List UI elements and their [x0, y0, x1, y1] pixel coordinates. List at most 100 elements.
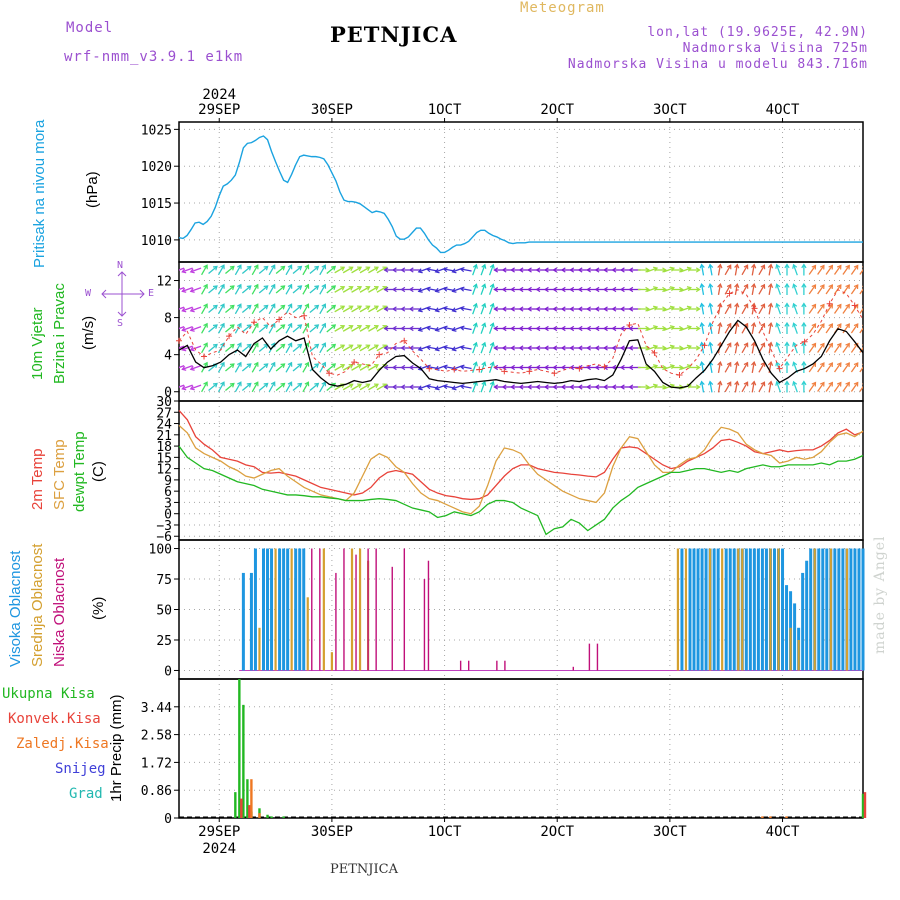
wind-barb-head — [619, 286, 625, 293]
wind-barb — [646, 287, 658, 292]
wind-barb — [859, 288, 863, 295]
wind-barb-head — [304, 264, 310, 270]
cloud-high-bar — [692, 548, 696, 671]
wind-barb-head — [481, 283, 487, 289]
wind-barb-head — [695, 306, 701, 312]
wind-barb — [182, 384, 193, 390]
cloud-high-bar — [253, 548, 257, 671]
wind-barb — [326, 363, 336, 372]
wind-barb — [472, 284, 478, 295]
wind-barb-head — [391, 267, 397, 273]
gust-marker — [301, 312, 308, 319]
wind-barb — [342, 286, 353, 293]
gust-marker — [251, 319, 258, 326]
wind-barb — [351, 364, 362, 371]
wind-barb — [488, 381, 494, 393]
wind-barb — [285, 323, 293, 334]
wind-barb-head — [246, 343, 252, 349]
wind-barb-head — [287, 264, 293, 270]
wind-barb — [241, 304, 252, 314]
wind-barb — [833, 265, 842, 275]
cloud-low-bar — [319, 548, 321, 671]
wind-barb-head — [577, 306, 583, 312]
cloud-mid-bar — [350, 548, 354, 671]
wind-barb-head — [212, 285, 218, 290]
wind-barb-head — [695, 325, 701, 332]
wind-barb — [859, 307, 863, 314]
wind-barb — [768, 283, 772, 296]
wind-barb-head — [400, 306, 406, 312]
wind-barb — [182, 287, 193, 292]
wind-barb-head — [400, 286, 406, 293]
precip-total-bar — [242, 704, 245, 818]
wind-barb — [850, 382, 859, 392]
gust-marker — [651, 349, 658, 356]
wind-barb — [808, 304, 817, 314]
wind-barb-head — [391, 364, 397, 371]
wind-barb-head — [586, 364, 591, 371]
wind-barb-head — [784, 282, 790, 288]
xtick-label-bottom: 1OCT — [428, 824, 462, 840]
wind-barb — [241, 324, 252, 333]
precip-total-bar — [282, 816, 285, 818]
cloud-high-bar — [817, 548, 821, 671]
wind-barb-head — [489, 361, 495, 367]
wind-barb-head — [297, 382, 303, 388]
wind-barb-head — [263, 363, 269, 368]
cloud-high-bar — [716, 548, 720, 671]
wind-barb — [368, 305, 379, 313]
wind-barb — [859, 366, 863, 373]
wind-barb — [302, 362, 309, 373]
wind-barb-head — [510, 345, 515, 351]
wind-barb-head — [577, 267, 583, 273]
precip-frozen-bar — [761, 816, 764, 818]
wind-barb-head — [695, 267, 701, 273]
wind-barb — [833, 382, 842, 392]
wind-barb-head — [451, 287, 457, 293]
wind-barb-head — [501, 364, 507, 371]
elevation-info: Nadmorska Visina 725m — [682, 41, 868, 56]
panel-frame — [178, 539, 864, 680]
wind-barb-head — [253, 283, 259, 289]
wind-barb-head — [501, 267, 507, 273]
wind-barb-head — [543, 325, 549, 332]
wind-barb-head — [535, 384, 541, 390]
wind-barb — [182, 345, 193, 351]
wind-barb-head — [481, 341, 487, 347]
wind-barb — [251, 264, 259, 276]
wind-barb — [768, 342, 772, 354]
wind-barb-head — [527, 345, 532, 351]
precip-total-bar — [270, 816, 273, 818]
wind-barb-head — [743, 264, 749, 270]
wind-barb — [646, 384, 658, 390]
wind-barb-head — [203, 322, 208, 328]
wind-barb-head — [253, 361, 259, 367]
wind-barb-head — [357, 344, 363, 350]
temp-sfc_temp-line — [178, 424, 864, 515]
wind-barb-head — [263, 285, 269, 290]
wind-barb — [808, 382, 817, 392]
wind-barb-head — [321, 303, 327, 309]
cloud-high-bar — [785, 585, 789, 671]
wind-barb-head — [493, 364, 499, 371]
wind-barb — [326, 304, 336, 314]
gust-marker — [751, 305, 758, 312]
wind-barb-head — [811, 323, 817, 329]
wind-barb-head — [365, 266, 371, 272]
wind-barb-head — [493, 384, 499, 390]
cloud-high-bar — [772, 548, 776, 671]
wind-barb — [663, 287, 675, 292]
wind-barb-head — [717, 380, 723, 386]
wind-barb — [359, 325, 370, 332]
wind-barb-head — [552, 267, 558, 273]
ytick-label: 50 — [156, 604, 172, 619]
wind-barb — [342, 364, 353, 371]
wind-barb-head — [357, 305, 363, 311]
wind-barb-head — [373, 363, 379, 369]
wind-barb — [817, 304, 825, 314]
wind-barb-head — [699, 302, 705, 308]
wind-barb-head — [707, 380, 714, 386]
wind-barb-head — [280, 324, 286, 329]
wind-barb-head — [628, 306, 634, 312]
wind-barb — [680, 306, 692, 312]
